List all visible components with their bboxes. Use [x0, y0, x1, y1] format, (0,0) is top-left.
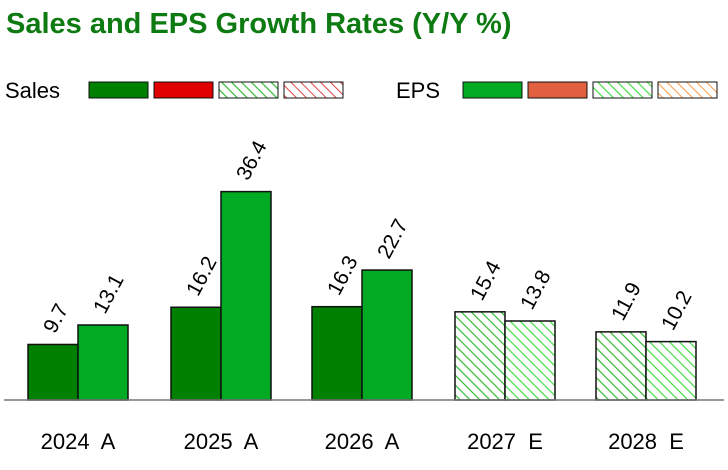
legend-swatch-eps-estimate-positive	[592, 81, 653, 99]
bar-sales-4	[454, 311, 506, 401]
legend-swatch-sales-estimate-negative	[283, 81, 344, 99]
bar-sales-1	[27, 343, 79, 401]
bar-eps-1	[77, 324, 129, 401]
bar-sales-3	[311, 305, 363, 401]
bar-eps-5	[645, 340, 697, 401]
bar-sales-5	[595, 331, 647, 401]
value-label-eps-5: 10.2	[657, 287, 696, 334]
x-tick-label-4: 2027 E	[467, 429, 543, 454]
legend-label-sales: Sales	[5, 78, 61, 103]
legend-swatch-sales-actual-positive	[88, 81, 149, 99]
legend-swatch-eps-actual-negative	[527, 81, 588, 99]
value-label-sales-4: 15.4	[466, 257, 506, 304]
legend-swatch-eps-actual-positive	[462, 81, 523, 99]
bar-eps-3	[361, 269, 413, 401]
x-tick-label-2: 2025 A	[184, 429, 259, 454]
legend-label-eps: EPS	[396, 78, 441, 103]
x-tick-label-5: 2028 E	[608, 429, 684, 454]
bar-eps-2	[220, 190, 272, 401]
legend-swatch-sales-actual-negative	[153, 81, 214, 99]
value-label-eps-3: 22.7	[373, 216, 412, 263]
value-label-sales-5: 11.9	[607, 279, 646, 325]
value-label-eps-2: 36.4	[232, 137, 272, 184]
value-label-sales-3: 16.3	[323, 252, 362, 299]
legend-swatch-eps-estimate-negative	[657, 81, 718, 99]
value-label-eps-1: 13.1	[89, 270, 128, 317]
value-label-sales-1: 9.7	[39, 300, 73, 337]
value-label-sales-2: 16.2	[182, 253, 221, 300]
value-label-eps-4: 13.8	[516, 266, 555, 313]
legend-swatch-sales-estimate-positive	[218, 81, 279, 99]
chart-title: Sales and EPS Growth Rates (Y/Y %)	[6, 8, 512, 40]
x-tick-label-3: 2026 A	[325, 429, 400, 454]
x-tick-label-1: 2024 A	[41, 429, 116, 454]
bar-eps-4	[504, 320, 556, 401]
bar-sales-2	[170, 306, 222, 401]
